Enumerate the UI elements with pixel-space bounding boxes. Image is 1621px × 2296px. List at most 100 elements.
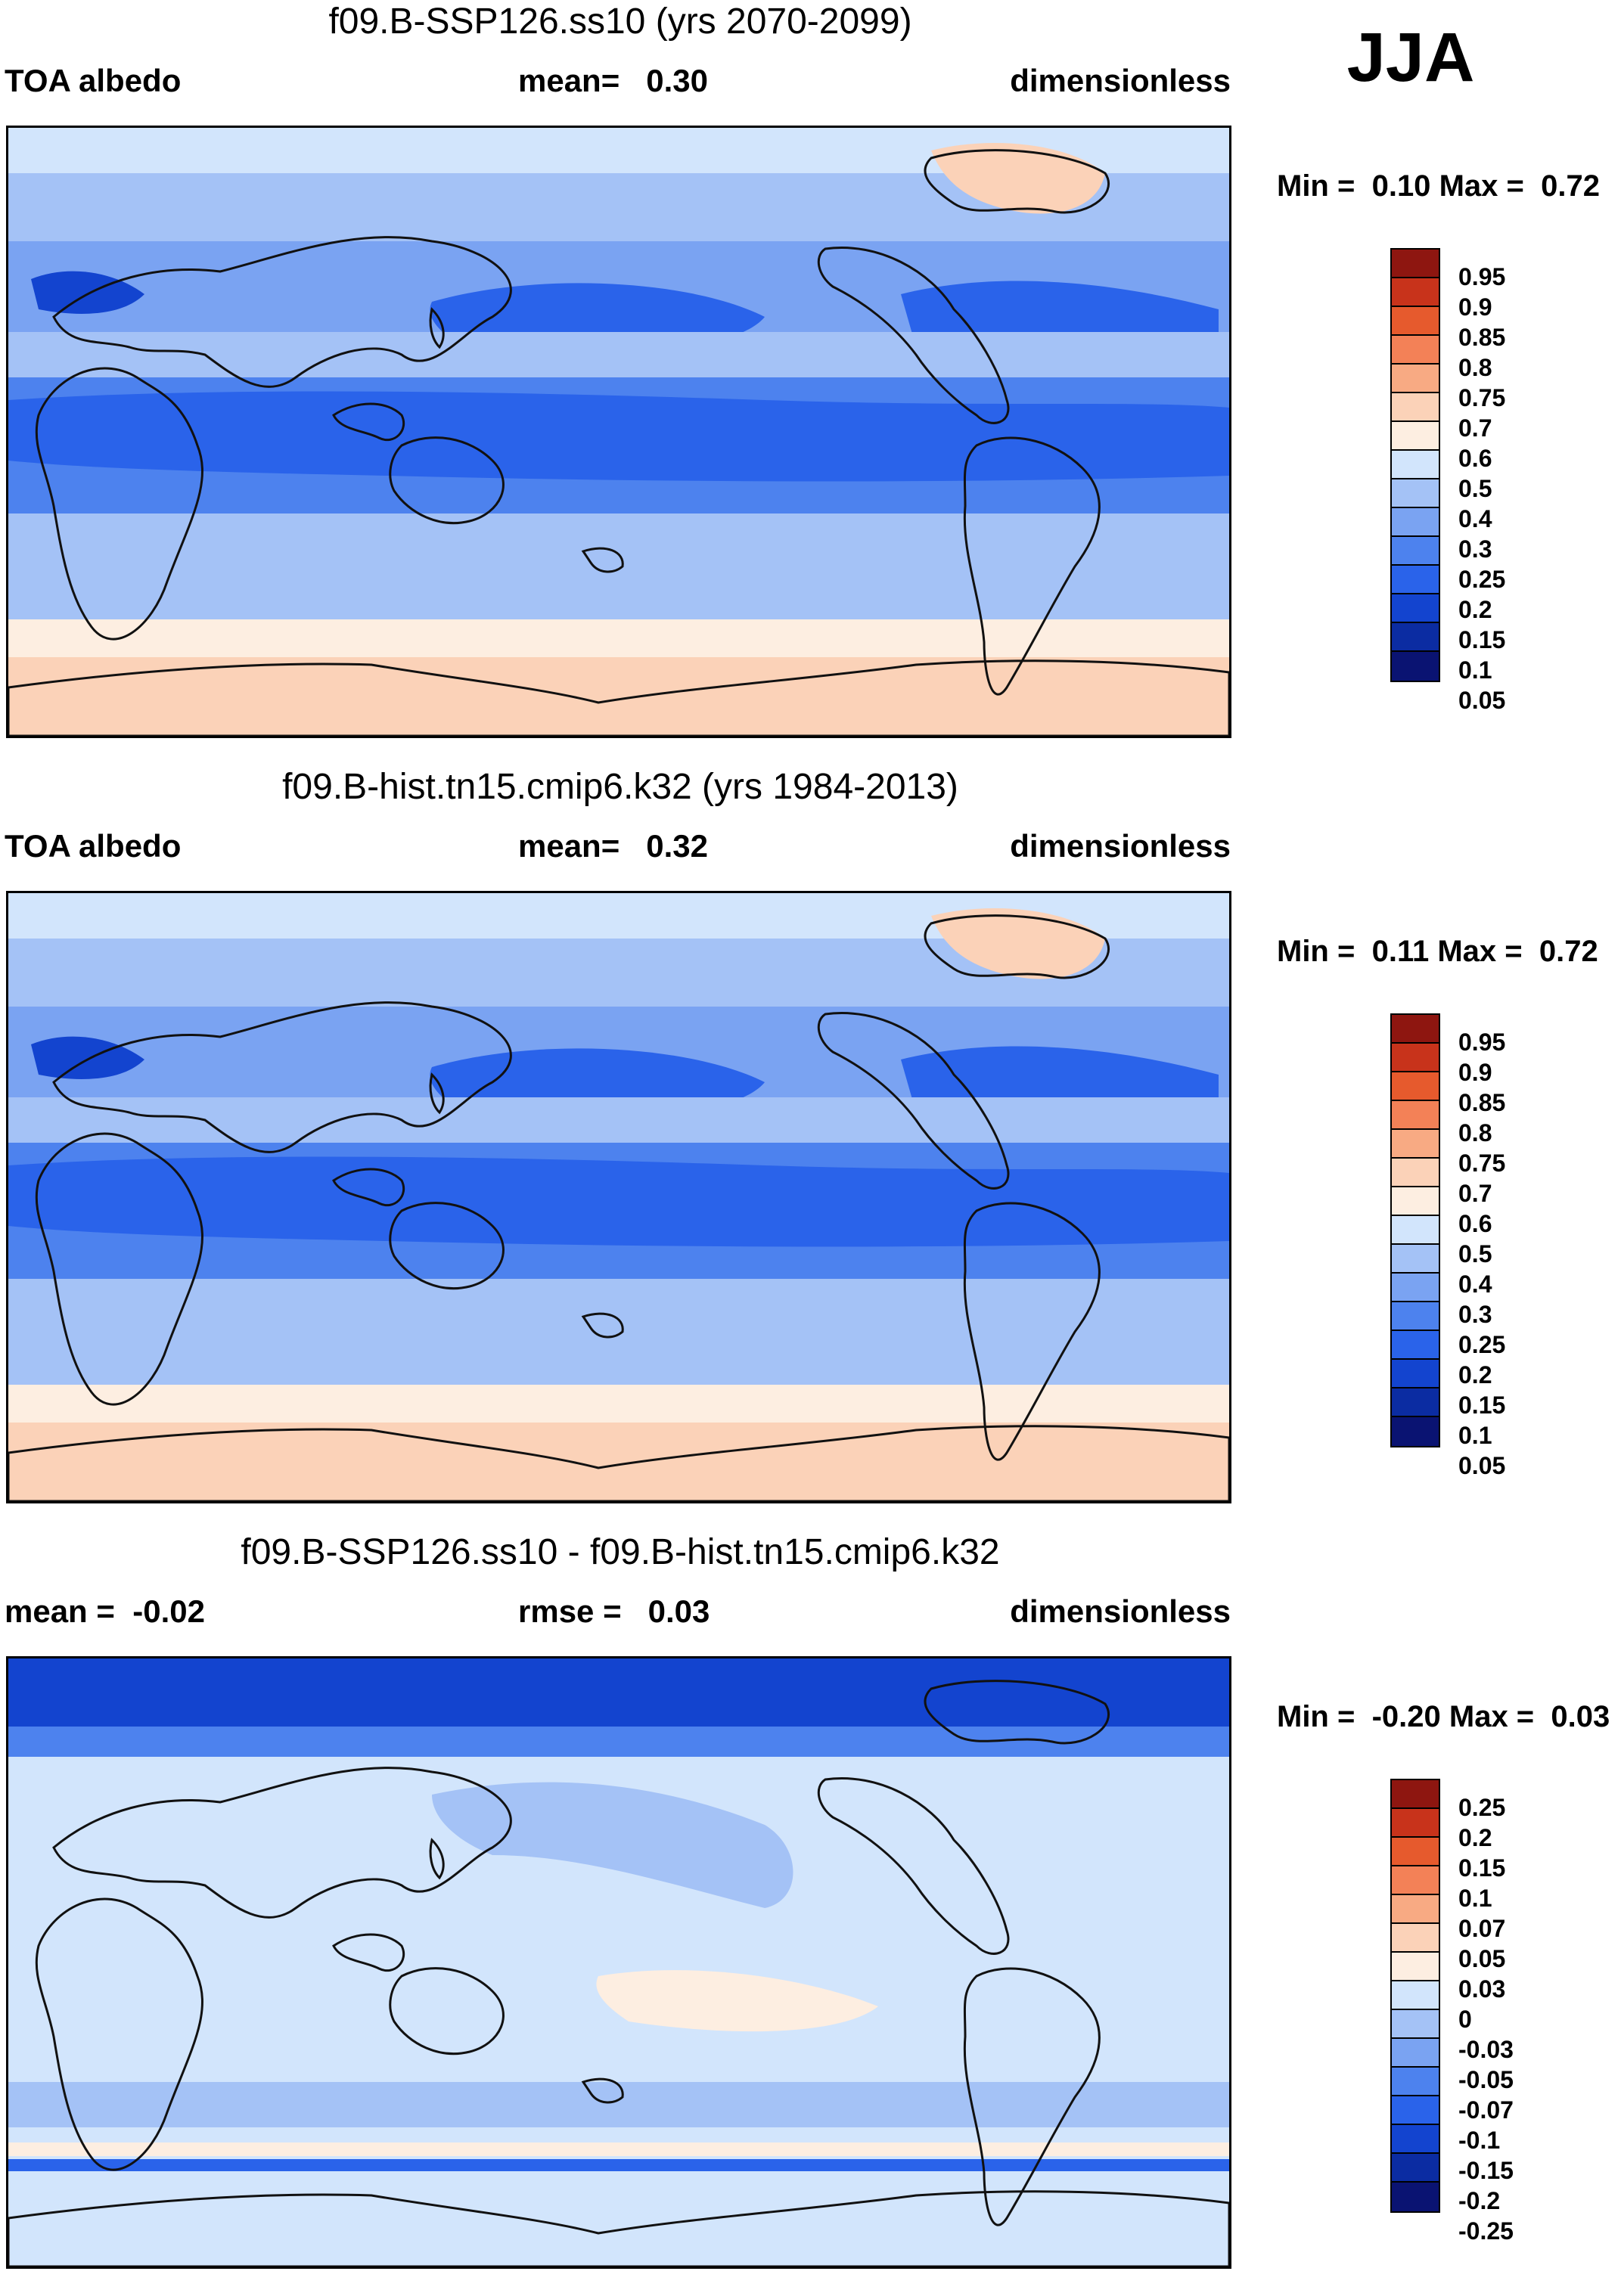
colorbar-swatch — [1392, 1216, 1439, 1245]
colorbar-swatch — [1392, 2183, 1439, 2211]
coastlines — [8, 914, 1229, 1501]
coastline — [332, 1168, 405, 1207]
field-band-arctic-edge — [8, 1727, 1229, 1757]
colorbar-swatch — [1392, 479, 1439, 508]
colorbar-swatch — [1392, 566, 1439, 594]
coastline — [332, 1933, 405, 1972]
field-patch-southern-trade — [8, 391, 1229, 482]
colorbar-swatch — [1392, 1130, 1439, 1159]
colorbar-tick-label: 0.2 — [1458, 1361, 1492, 1388]
colorbar-tick-label: 0 — [1458, 2006, 1472, 2033]
field-patch-npacific — [432, 1782, 793, 1908]
colorbar-tick-label: 0.2 — [1458, 1824, 1492, 1851]
colorbar-tick-label: 0.05 — [1458, 1452, 1506, 1479]
world-map — [6, 891, 1231, 1503]
colorbar-tick-label: 0.7 — [1458, 1180, 1492, 1207]
field-band-southern-dark — [8, 2159, 1229, 2171]
colorbar-tick-label: 0.9 — [1458, 1059, 1492, 1086]
colorbar-tick-label: -0.15 — [1458, 2157, 1514, 2184]
colorbar-swatch — [1392, 1302, 1439, 1331]
variable-label: TOA albedo — [5, 828, 182, 864]
field-band-midlat-s — [8, 1279, 1229, 1385]
field-patch-greenland — [931, 908, 1105, 979]
map-panel-2: f09.B-hist.tn15.cmip6.k32 (yrs 1984-2013… — [0, 765, 1621, 1531]
coastline — [963, 1202, 1101, 1461]
coastlines — [8, 1680, 1229, 2267]
field-band-midlat-s — [8, 513, 1229, 619]
colorbar-swatch — [1392, 2096, 1439, 2125]
colorbar-tick-label: 0.25 — [1458, 1331, 1506, 1358]
coastline — [35, 1132, 203, 1406]
min-max-readout: Min = 0.10 Max = 0.72 — [1277, 169, 1600, 203]
colorbar-tick-label: 0.05 — [1458, 687, 1506, 714]
colorbar-tick-label: 0.4 — [1458, 505, 1492, 532]
field-band-southern — [8, 2082, 1229, 2127]
colorbar-tick-label: 0.07 — [1458, 1915, 1506, 1942]
coastline — [429, 307, 445, 349]
field-band-antarctic — [8, 1423, 1229, 1501]
colorbar — [1390, 1779, 1440, 2213]
colorbar-swatch — [1392, 278, 1439, 307]
coastline — [581, 547, 624, 573]
coastline — [389, 436, 505, 525]
units-label: dimensionless — [1010, 63, 1231, 98]
colorbar-swatch — [1392, 1101, 1439, 1130]
colorbar-swatch — [1392, 2068, 1439, 2096]
coastline — [8, 659, 1229, 736]
coastline — [8, 1425, 1229, 1501]
colorbar-swatch — [1392, 594, 1439, 623]
colorbar-tick-label: 0.3 — [1458, 1301, 1492, 1328]
coastline — [817, 1012, 1010, 1190]
colorbar-tick-label: 0.1 — [1458, 656, 1492, 684]
colorbar-swatch — [1392, 336, 1439, 365]
variable-label: TOA albedo — [5, 63, 182, 98]
coastline — [35, 367, 203, 641]
colorbar-swatch — [1392, 1360, 1439, 1388]
map-panel-1: f09.B-SSP126.ss10 (yrs 2070-2099) TOA al… — [0, 0, 1621, 765]
colorbar-tick-label: 0.9 — [1458, 293, 1492, 321]
coastlines — [8, 149, 1229, 736]
colorbar-tick-label: -0.05 — [1458, 2066, 1514, 2093]
coastline — [35, 1897, 203, 2171]
field-band-southern-light — [8, 2142, 1229, 2156]
coastline — [52, 236, 512, 388]
colorbar-swatch — [1392, 1388, 1439, 1417]
colorbar-swatch — [1392, 1187, 1439, 1216]
colorbar — [1390, 248, 1440, 682]
mean-readout: mean = -0.02 — [5, 1593, 205, 1629]
colorbar-tick-label: -0.07 — [1458, 2096, 1514, 2124]
colorbar-tick-label: 0.75 — [1458, 384, 1506, 411]
colorbar-tick-label: 0.85 — [1458, 1089, 1506, 1116]
colorbar-swatch — [1392, 1331, 1439, 1360]
map-canvas — [8, 128, 1229, 736]
field-band-arctic — [8, 1658, 1229, 1727]
mean-readout: mean= 0.30 — [518, 63, 709, 98]
colorbar-swatch — [1392, 1953, 1439, 1981]
panel-title: f09.B-SSP126.ss10 (yrs 2070-2099) — [328, 2, 912, 42]
colorbar-swatch — [1392, 365, 1439, 393]
field-patch-spacific — [596, 1970, 878, 2032]
coastline — [817, 1777, 1010, 1955]
colorbar-tick-label: 0.85 — [1458, 324, 1506, 351]
field — [8, 128, 1229, 736]
colorbar-tick-label: 0.03 — [1458, 1975, 1506, 2003]
coastline — [389, 1967, 505, 2056]
coastline — [429, 1838, 445, 1880]
panel-title: f09.B-hist.tn15.cmip6.k32 (yrs 1984-2013… — [282, 767, 958, 807]
colorbar-tick-label: -0.2 — [1458, 2187, 1501, 2214]
coastline — [817, 247, 1010, 424]
coastline — [924, 149, 1110, 214]
colorbar-tick-label: -0.1 — [1458, 2127, 1501, 2154]
coastline — [52, 1001, 512, 1153]
world-map — [6, 1656, 1231, 2269]
coastline — [332, 402, 405, 442]
colorbar-swatch — [1392, 422, 1439, 451]
colorbar-tick-label: 0.6 — [1458, 445, 1492, 472]
colorbar-tick-label: 0.8 — [1458, 1119, 1492, 1146]
colorbar-swatch — [1392, 1417, 1439, 1446]
colorbar-swatch — [1392, 2010, 1439, 2039]
coastline — [924, 914, 1110, 979]
field-patch-greenland — [931, 143, 1105, 214]
colorbar-tick-label: 0.6 — [1458, 1210, 1492, 1237]
map-canvas — [8, 893, 1229, 1501]
